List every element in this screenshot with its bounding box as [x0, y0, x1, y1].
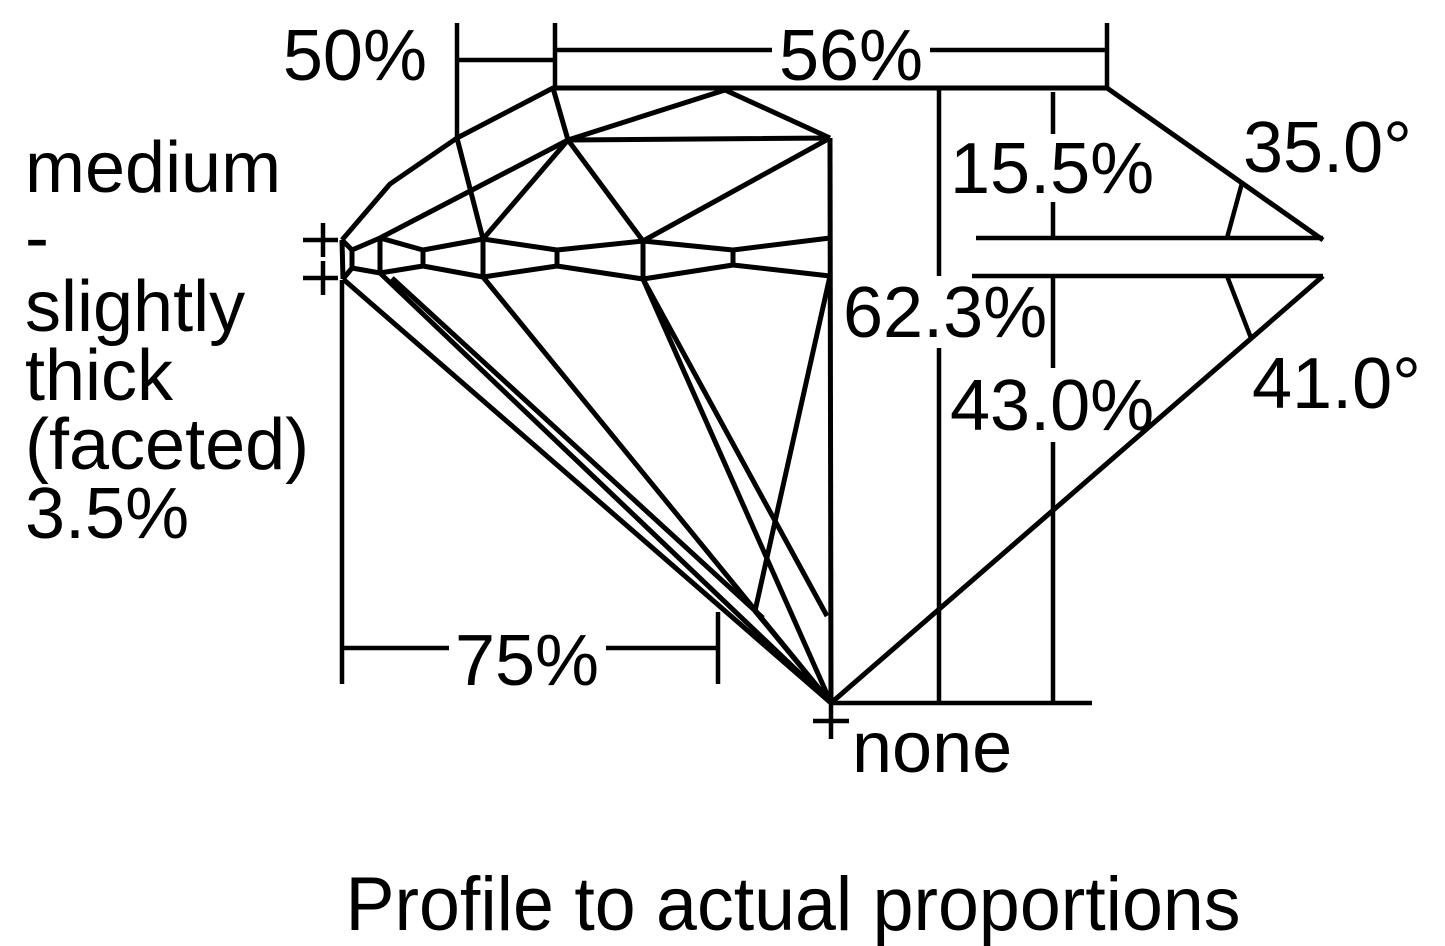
diagram-caption: Profile to actual proportions	[346, 862, 1241, 946]
girdle-description-line: slightly	[25, 267, 245, 347]
lower-girdle-dim-lines	[339, 280, 721, 684]
star-length-label: 50%	[283, 16, 427, 96]
dimension-lines	[339, 23, 1323, 706]
pavilion-facets	[378, 271, 834, 705]
pavilion-depth-label: 43.0%	[950, 366, 1154, 446]
girdle-description-line: -	[25, 198, 49, 278]
girdle-band	[339, 235, 831, 282]
pavilion-facet-lines	[378, 271, 834, 705]
culet-label: none	[852, 708, 1012, 788]
crown-angle-indicator	[1224, 182, 1245, 239]
girdle-bottom-plus-mark	[303, 261, 338, 295]
table-width-label: 56%	[779, 16, 923, 96]
pavilion-angle-indicator	[1224, 275, 1254, 339]
pavilion-angle-label: 41.0°	[1252, 344, 1421, 424]
girdle-description-line: medium	[25, 128, 281, 208]
top-extension-lines	[454, 23, 1110, 138]
girdle-facet-divisions	[339, 238, 736, 280]
crown-facets	[378, 87, 832, 244]
girdle-description-line: 3.5%	[25, 474, 189, 554]
crown-height-label: 15.5%	[950, 129, 1154, 209]
girdle-top-plus-mark	[303, 223, 338, 257]
diamond-outline	[340, 85, 1325, 705]
girdle-description-line: thick	[25, 336, 174, 416]
crown-outline	[340, 85, 1325, 243]
center-vertical-edge	[827, 137, 834, 704]
total-depth-label: 62.3%	[843, 273, 1047, 353]
tick-marks	[303, 223, 849, 739]
pavilion-outline-right	[829, 274, 1325, 705]
girdle-bottom-edge	[341, 262, 831, 282]
measurement-labels: 50% 56% 15.5% 35.0° 62.3% 43.0% 41.0° 75…	[283, 16, 1421, 788]
crown-facet-lines	[378, 87, 834, 704]
lower-girdle-length-label: 75%	[455, 621, 599, 701]
pavilion-outline-left	[341, 277, 833, 705]
girdle-top-edge	[340, 235, 831, 253]
girdle-plane-reference-lines	[972, 235, 1323, 279]
culet-plus-mark	[813, 703, 849, 739]
girdle-description-block: medium - slightly thick (faceted) 3.5%	[25, 128, 309, 554]
crown-angle-label: 35.0°	[1243, 108, 1412, 188]
girdle-description-line: (faceted)	[25, 405, 309, 485]
